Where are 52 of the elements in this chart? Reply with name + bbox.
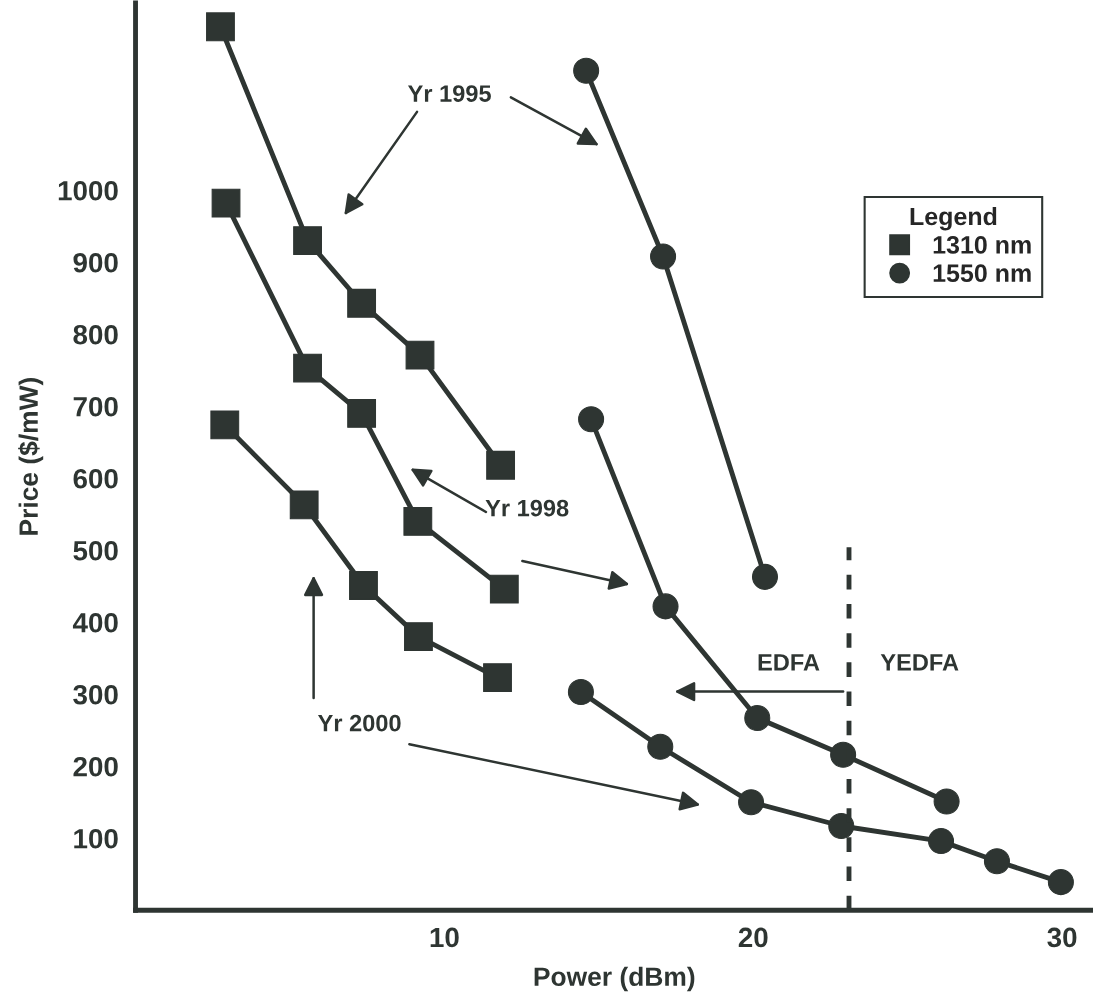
- point: [349, 571, 378, 600]
- point: [578, 406, 605, 433]
- y-tick-label: 1000: [58, 180, 118, 201]
- y-axis-title: Price ($/mW): [18, 378, 44, 535]
- y-tick-label: 100: [74, 828, 118, 849]
- legend-label: 1550 nm: [933, 264, 1031, 283]
- y-tick-label: 300: [73, 684, 118, 705]
- point: [1047, 869, 1074, 896]
- point: [567, 679, 594, 706]
- legend-label: 1310 nm: [933, 236, 1031, 254]
- point: [404, 622, 433, 652]
- point: [983, 848, 1010, 875]
- x-tick-label: 10: [430, 927, 459, 948]
- point: [652, 593, 679, 620]
- point: [489, 574, 519, 604]
- point: [573, 57, 600, 84]
- x-axis-title: Power (dBm): [534, 966, 695, 992]
- point: [928, 828, 955, 855]
- point: [650, 243, 677, 270]
- point: [293, 353, 322, 383]
- point: [289, 490, 319, 520]
- point: [210, 410, 240, 440]
- y-tick-label: 800: [73, 324, 118, 345]
- point: [744, 704, 771, 731]
- x-tick-label: 20: [738, 927, 768, 948]
- point: [206, 12, 235, 42]
- point: [486, 450, 516, 480]
- point: [933, 788, 960, 815]
- point: [403, 507, 433, 536]
- annotation: YEDFA: [880, 654, 959, 671]
- point: [211, 188, 241, 218]
- point: [405, 340, 435, 370]
- point: [751, 563, 779, 590]
- y-tick-label: 400: [72, 612, 118, 633]
- y-tick-label: 600: [73, 468, 118, 489]
- point: [347, 399, 377, 428]
- y-tick-label: 200: [73, 756, 118, 777]
- y-tick-label: 900: [73, 252, 118, 273]
- x-tick-label: 30: [1047, 927, 1077, 948]
- point: [483, 663, 512, 693]
- point: [738, 789, 765, 816]
- y-tick-label: 700: [73, 396, 118, 417]
- annotation: EDFA: [758, 654, 820, 671]
- point: [647, 733, 674, 760]
- y-tick-label: 500: [73, 540, 118, 561]
- point: [293, 226, 322, 256]
- annotation: Yr 2000: [317, 714, 401, 732]
- legend-title: Legend: [910, 206, 997, 231]
- annotation: Yr 1995: [407, 85, 491, 102]
- point: [828, 812, 855, 839]
- point: [347, 288, 377, 318]
- annotation: Yr 1998: [485, 499, 569, 517]
